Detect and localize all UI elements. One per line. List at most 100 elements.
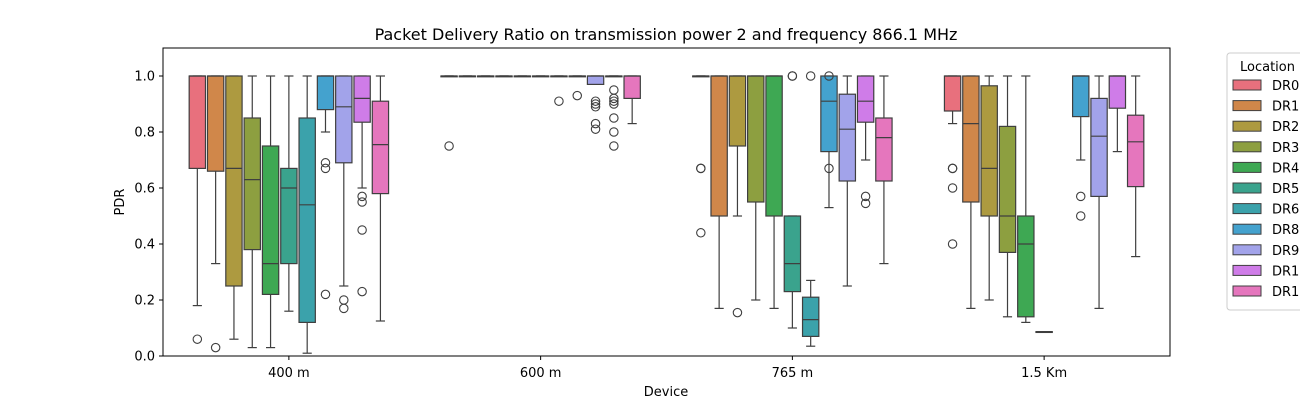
legend-swatch bbox=[1232, 285, 1262, 297]
legend-swatch bbox=[1232, 203, 1262, 215]
outlier-point bbox=[860, 191, 871, 202]
legend-swatch bbox=[1232, 223, 1262, 235]
y-axis-label: PDR bbox=[113, 189, 128, 216]
iqr-box bbox=[710, 75, 728, 217]
x-tick-label: 400 m bbox=[268, 366, 310, 381]
outlier-point bbox=[357, 225, 367, 235]
box-dr1-600-m bbox=[623, 75, 641, 125]
iqr-box bbox=[298, 117, 316, 323]
iqr-box bbox=[335, 75, 353, 164]
x-tick-label: 1.5 Km bbox=[1021, 366, 1067, 381]
box-dr3-765-m bbox=[747, 75, 765, 301]
outlier-point bbox=[590, 102, 601, 112]
outlier-point bbox=[357, 197, 367, 207]
outlier-point bbox=[947, 163, 958, 174]
legend-swatch bbox=[1232, 264, 1262, 276]
y-tick-label: 0.8 bbox=[134, 126, 155, 141]
box-dr8-400-m bbox=[316, 75, 335, 300]
legend-entry: DR8 bbox=[1272, 223, 1299, 238]
outlier-point bbox=[339, 303, 349, 314]
iqr-box bbox=[586, 75, 605, 85]
box-dr1-765-m bbox=[875, 75, 893, 265]
box-dr2-15-km bbox=[980, 75, 998, 301]
legend-entry: DR5 bbox=[1272, 182, 1299, 197]
outlier-point bbox=[320, 289, 331, 300]
iqr-box bbox=[856, 75, 875, 123]
box-dr8-765-m bbox=[820, 71, 838, 209]
legend-swatch bbox=[1232, 79, 1262, 91]
box-dr1-600-m bbox=[605, 75, 623, 151]
boxes-layer bbox=[188, 71, 1145, 354]
legend-entry: DR9 bbox=[1272, 244, 1299, 259]
outlier-point bbox=[824, 163, 834, 174]
iqr-box bbox=[1017, 215, 1035, 318]
box-dr1-765-m bbox=[710, 75, 728, 309]
box-dr1-15-km bbox=[1108, 75, 1127, 153]
iqr-box bbox=[962, 75, 980, 203]
chart-title: Packet Delivery Ratio on transmission po… bbox=[375, 25, 958, 44]
y-tick-label: 0.6 bbox=[134, 182, 155, 197]
box-dr2-400-m bbox=[225, 75, 243, 340]
iqr-box bbox=[316, 75, 335, 111]
box-dr3-15-km bbox=[998, 75, 1017, 318]
outlier-point bbox=[590, 124, 601, 134]
box-dr0-765-m bbox=[692, 75, 710, 238]
outlier-point bbox=[947, 239, 958, 249]
outlier-point bbox=[357, 191, 367, 202]
legend-swatch bbox=[1232, 244, 1262, 256]
outlier-point bbox=[696, 163, 706, 174]
box-dr5-400-m bbox=[280, 75, 298, 312]
outlier-point bbox=[572, 90, 582, 101]
outlier-point bbox=[444, 141, 454, 151]
outlier-point bbox=[609, 127, 619, 137]
y-tick-label: 0.0 bbox=[134, 350, 155, 365]
iqr-box bbox=[765, 75, 783, 217]
iqr-box bbox=[261, 145, 280, 295]
outlier-point bbox=[947, 183, 958, 193]
outlier-point bbox=[696, 228, 706, 238]
y-tick-label: 0.2 bbox=[134, 294, 155, 309]
iqr-box bbox=[801, 296, 820, 338]
outlier-point bbox=[824, 71, 834, 81]
iqr-box bbox=[1071, 75, 1090, 118]
box-dr9-15-km bbox=[1090, 75, 1108, 309]
outlier-point bbox=[357, 286, 367, 297]
iqr-box bbox=[747, 75, 765, 203]
box-dr0-400-m bbox=[188, 75, 207, 344]
box-dr1-400-m bbox=[353, 75, 371, 297]
box-dr2-765-m bbox=[728, 75, 747, 318]
box-dr9-600-m bbox=[586, 75, 605, 134]
plot-frame bbox=[162, 47, 1171, 357]
outlier-point bbox=[609, 113, 619, 123]
box-dr5-15-km bbox=[1035, 331, 1053, 334]
iqr-box bbox=[980, 85, 998, 217]
outlier-point bbox=[609, 99, 619, 109]
y-tick-label: 1.0 bbox=[134, 70, 155, 85]
legend-swatch bbox=[1232, 141, 1262, 153]
iqr-box bbox=[943, 75, 962, 112]
outlier-point bbox=[609, 93, 619, 104]
legend-entry: DR3 bbox=[1272, 141, 1299, 156]
x-axis-label: Device bbox=[644, 385, 688, 400]
outlier-point bbox=[590, 99, 601, 109]
iqr-box bbox=[188, 75, 207, 170]
outlier-point bbox=[590, 118, 601, 129]
box-dr0-600-m bbox=[440, 75, 458, 151]
iqr-box bbox=[875, 117, 893, 182]
box-dr4-400-m bbox=[261, 75, 280, 349]
iqr-box bbox=[728, 75, 747, 147]
legend-entry: DR2 bbox=[1272, 120, 1299, 135]
box-dr6-600-m bbox=[550, 75, 568, 106]
legend-entry: DR4 bbox=[1272, 161, 1299, 176]
box-dr1-400-m bbox=[371, 75, 390, 322]
iqr-box bbox=[243, 117, 262, 251]
iqr-box bbox=[998, 125, 1017, 254]
outlier-point bbox=[192, 334, 203, 344]
iqr-box bbox=[1126, 114, 1145, 188]
outlier-point bbox=[732, 307, 743, 318]
box-dr1-400-m bbox=[206, 75, 225, 353]
iqr-box bbox=[783, 215, 802, 293]
legend-title: Location bbox=[1240, 60, 1295, 75]
box-dr4-765-m bbox=[765, 75, 783, 309]
